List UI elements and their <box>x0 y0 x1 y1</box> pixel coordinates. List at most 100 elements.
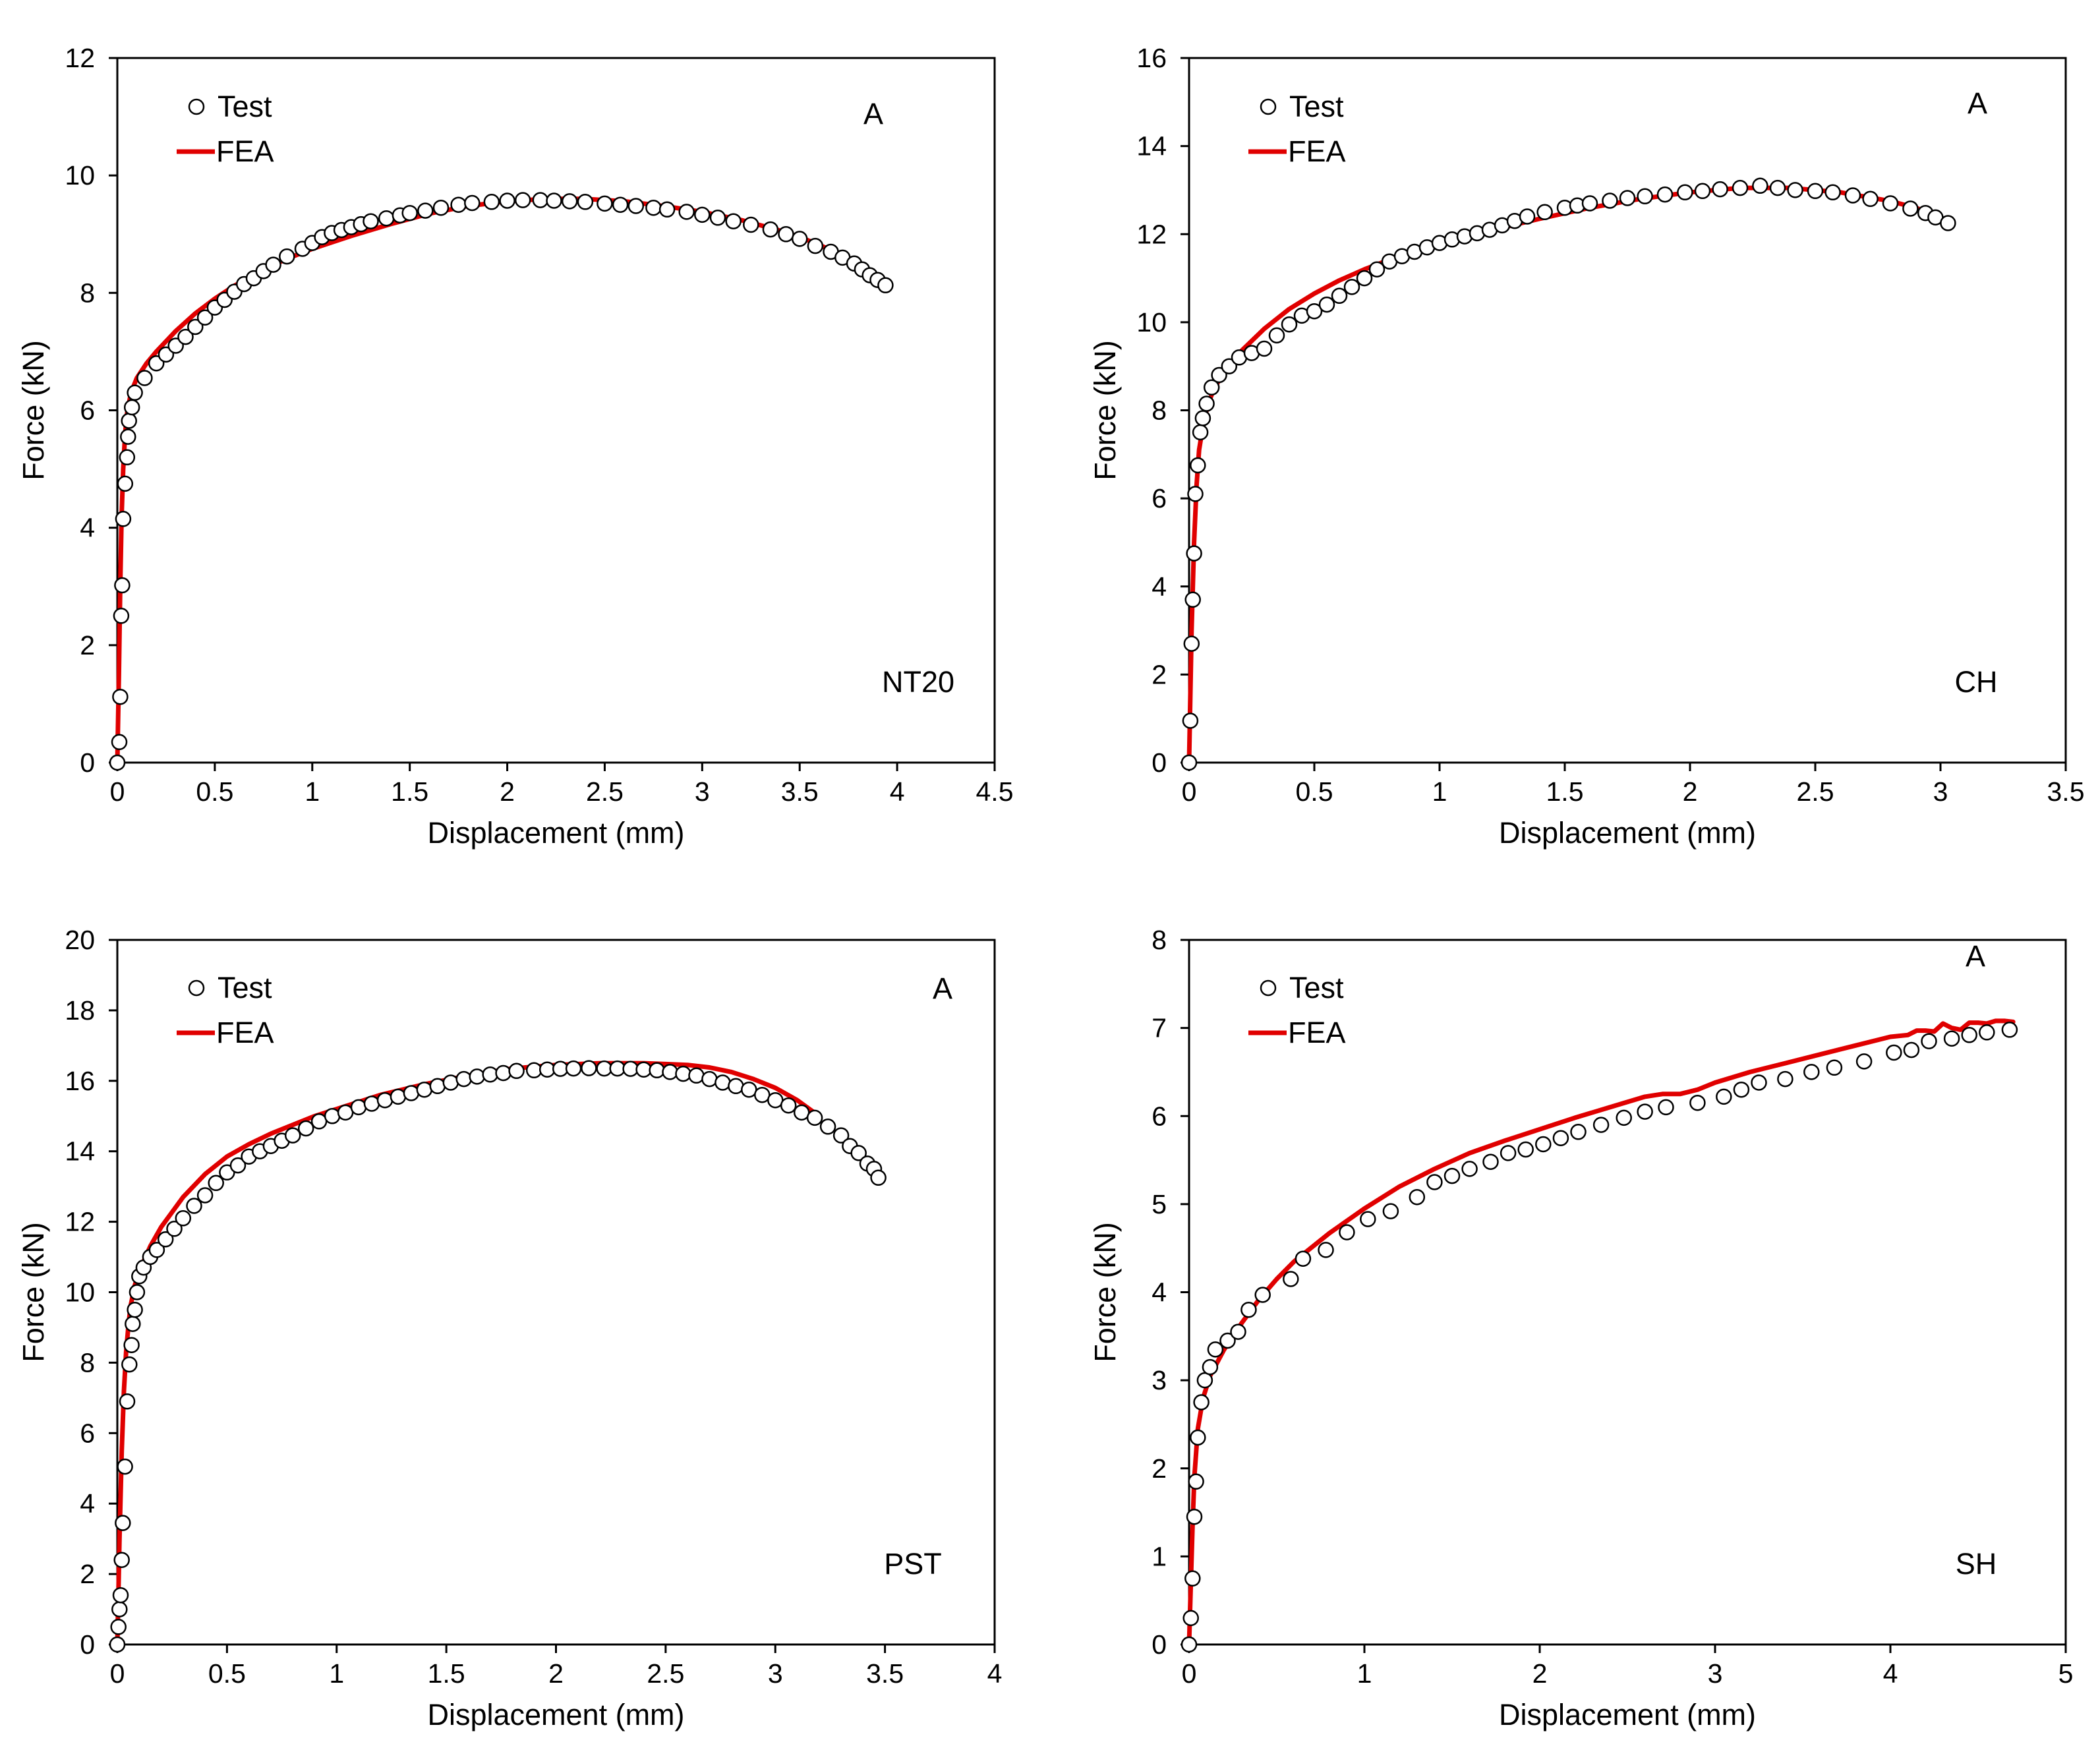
test-data-point <box>1903 1041 1920 1059</box>
x-tick-label: 0.5 <box>208 1658 246 1689</box>
test-data-point <box>1752 177 1768 194</box>
annotation-label-a: A <box>933 972 952 1005</box>
test-data-point <box>376 1091 394 1109</box>
annotation-label-a: A <box>1968 86 1987 120</box>
test-data-point <box>136 370 153 386</box>
test-data-point <box>1694 183 1711 200</box>
test-data-point <box>1254 1287 1271 1303</box>
test-data-point <box>725 213 742 229</box>
test-data-point <box>1581 195 1598 212</box>
x-axis-label: Displacement (mm) <box>1499 816 1756 850</box>
test-data-point <box>1689 1094 1706 1111</box>
test-data-point <box>565 1060 582 1077</box>
test-data-point <box>1181 1636 1198 1653</box>
test-data-point <box>127 384 143 401</box>
test-data-point <box>279 248 295 265</box>
test-data-point <box>1787 182 1803 198</box>
test-data-point <box>1824 184 1841 201</box>
test-data-point <box>1940 215 1956 231</box>
test-data-point <box>1184 591 1201 608</box>
test-data-point <box>688 1067 705 1084</box>
test-data-point <box>127 1301 143 1318</box>
test-data-point <box>1192 424 1209 441</box>
test-data-point <box>645 199 662 216</box>
test-data-point <box>1193 1394 1210 1411</box>
test-data-point <box>1194 410 1211 426</box>
test-data-point <box>229 1157 247 1174</box>
test-data-point <box>1188 1473 1204 1490</box>
test-data-point <box>561 193 578 210</box>
test-data-point <box>649 1062 665 1079</box>
legend-test-label: Test <box>1289 971 1344 1004</box>
y-tick-label: 12 <box>65 43 95 73</box>
y-tick-label: 10 <box>65 160 95 190</box>
y-tick-label: 12 <box>1136 219 1167 249</box>
test-data-point <box>532 192 549 208</box>
test-data-point <box>754 1086 771 1103</box>
test-data-point <box>363 213 379 229</box>
panel-ch: 0 0.5 1 1.5 2 2.5 3 3.5 0 2 4 6 8 10 12 14 16 Displacemen… <box>1088 43 2085 850</box>
test-data-point <box>1979 1024 1995 1041</box>
test-data-point <box>121 413 137 429</box>
test-data-point <box>115 1515 131 1531</box>
test-data-point <box>1552 1130 1569 1146</box>
y-tick-label: 4 <box>1152 1277 1167 1308</box>
test-data-point <box>1961 1027 1977 1043</box>
test-data-point <box>1637 188 1653 205</box>
test-data-point <box>1769 179 1786 196</box>
x-tick-label: 1.5 <box>1546 776 1584 807</box>
test-data-point <box>1268 327 1285 344</box>
y-tick-label: 4 <box>1152 571 1167 602</box>
test-data-point <box>612 196 629 213</box>
test-data-point <box>1658 1099 1674 1116</box>
y-tick-label: 16 <box>1136 43 1167 73</box>
test-data-point <box>508 1062 525 1080</box>
test-data-point <box>762 221 779 238</box>
x-tick-label: 2 <box>500 776 515 807</box>
x-tick-label: 4.5 <box>976 776 1014 807</box>
test-data-point <box>350 1099 367 1116</box>
x-tick-label: 3.5 <box>2047 776 2085 807</box>
test-data-point <box>1281 316 1298 333</box>
test-data-point <box>1751 1074 1767 1091</box>
test-data-point <box>1677 184 1693 201</box>
test-data-point <box>119 1393 136 1410</box>
test-data-point <box>1882 195 1899 212</box>
test-data-point <box>111 734 128 751</box>
test-data-point <box>1777 1070 1794 1088</box>
test-data-point <box>390 1088 407 1105</box>
test-data-point <box>482 1066 498 1083</box>
test-data-point <box>310 1113 328 1130</box>
test-data-point <box>1221 358 1238 374</box>
test-data-point <box>1482 1153 1499 1170</box>
test-data-point <box>187 318 204 335</box>
test-data-point <box>1187 486 1204 502</box>
annotation-specimen-label: PST <box>884 1547 942 1581</box>
test-data-point <box>1855 1053 1873 1070</box>
test-data-point <box>741 1081 757 1098</box>
y-tick-label: 0 <box>1152 1629 1167 1660</box>
test-data-point <box>1240 1301 1257 1318</box>
test-data-point <box>675 1065 691 1082</box>
test-data-point <box>2001 1022 2018 1038</box>
legend-test-marker <box>1260 98 1277 115</box>
test-data-point <box>196 309 214 326</box>
test-data-point <box>119 449 136 466</box>
x-tick-label: 5 <box>2058 1658 2074 1689</box>
annotation-specimen-label: NT20 <box>882 665 954 699</box>
test-data-point <box>546 192 562 209</box>
test-data-point <box>1198 395 1215 412</box>
test-data-point <box>175 1210 192 1227</box>
test-data-point <box>780 1097 797 1114</box>
test-data-point <box>363 1095 380 1112</box>
test-data-point <box>1637 1103 1653 1120</box>
y-tick-label: 6 <box>1152 1101 1167 1131</box>
y-tick-label: 6 <box>80 395 95 426</box>
test-data-point <box>1570 1124 1587 1140</box>
y-tick-label: 8 <box>80 1347 95 1378</box>
test-data-point <box>658 201 676 218</box>
x-tick-label: 0 <box>1182 776 1197 807</box>
y-tick-label: 5 <box>1152 1189 1167 1219</box>
test-data-point <box>1368 261 1385 277</box>
x-tick-label: 1 <box>1432 776 1447 807</box>
